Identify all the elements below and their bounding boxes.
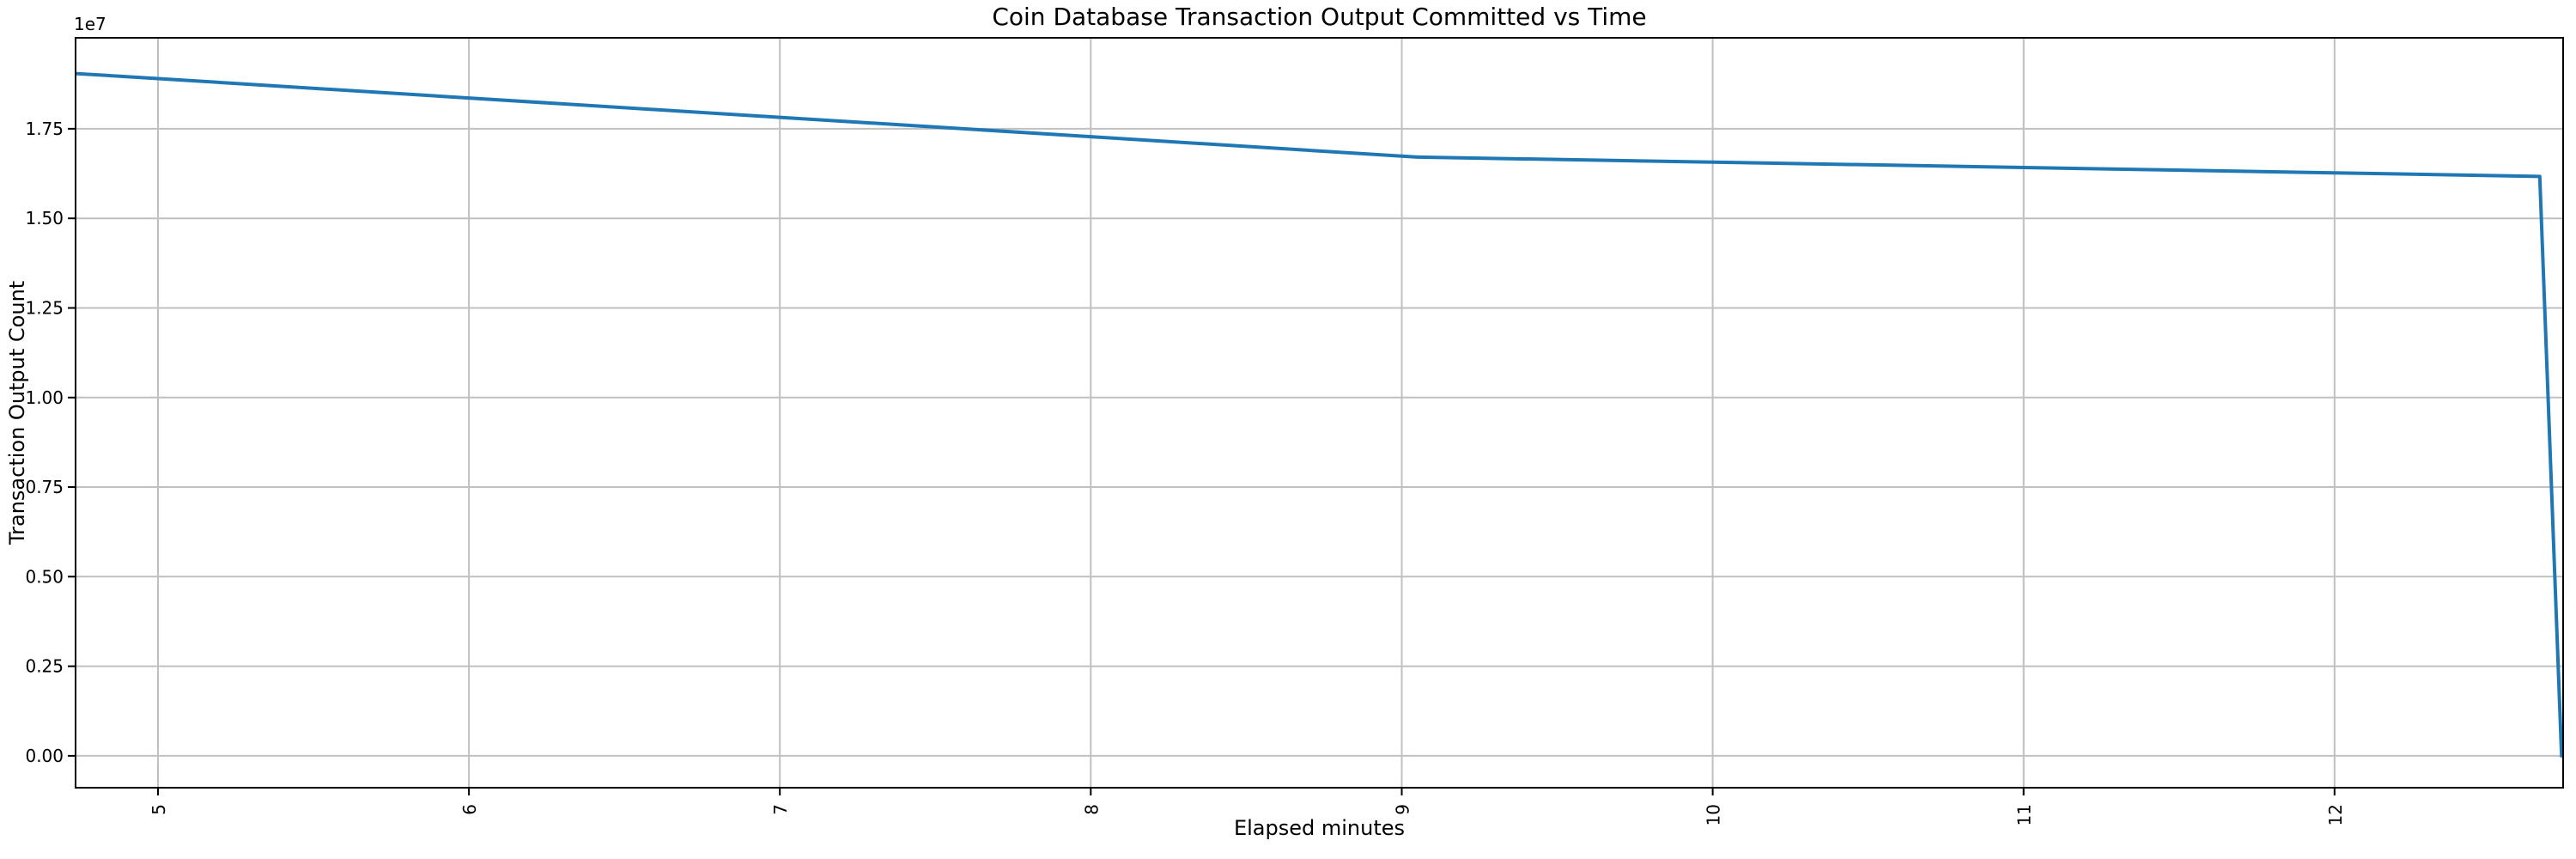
x-tick-label: 5 [149,804,169,815]
y-tick-label: 0.50 [25,566,64,587]
y-tick-label: 1.25 [25,298,64,319]
x-tick-labels: 5 6 7 8 9 10 11 12 [149,804,2346,825]
data-line [75,71,2564,758]
y-tick-label: 0.00 [25,746,64,766]
x-axis-label: Elapsed minutes [1233,816,1406,840]
y-tick-label: 1.50 [25,208,64,228]
x-tick-label: 6 [459,804,480,815]
y-tick-label: 1.75 [25,119,64,139]
y-axis-label: Transaction Output Count [5,280,29,545]
y-tick-label: 0.75 [25,477,64,497]
x-tick-label: 8 [1081,804,1102,815]
axes-spines [75,37,2564,789]
x-tick-label: 10 [1704,804,1724,825]
y-axis-offset-text: 1e7 [74,14,106,34]
x-tick-label: 11 [2014,804,2035,825]
tick-marks [68,127,2336,795]
x-tick-label: 12 [2325,804,2346,825]
chart-title: Coin Database Transaction Output Committ… [992,3,1647,31]
y-tick-label: 0.25 [25,656,64,677]
x-tick-label: 7 [770,804,791,815]
y-tick-labels: 0.00 0.25 0.50 0.75 1.00 1.25 1.50 1.75 [25,119,64,766]
y-tick-label: 1.00 [25,387,64,408]
x-tick-label: 9 [1393,804,1413,815]
